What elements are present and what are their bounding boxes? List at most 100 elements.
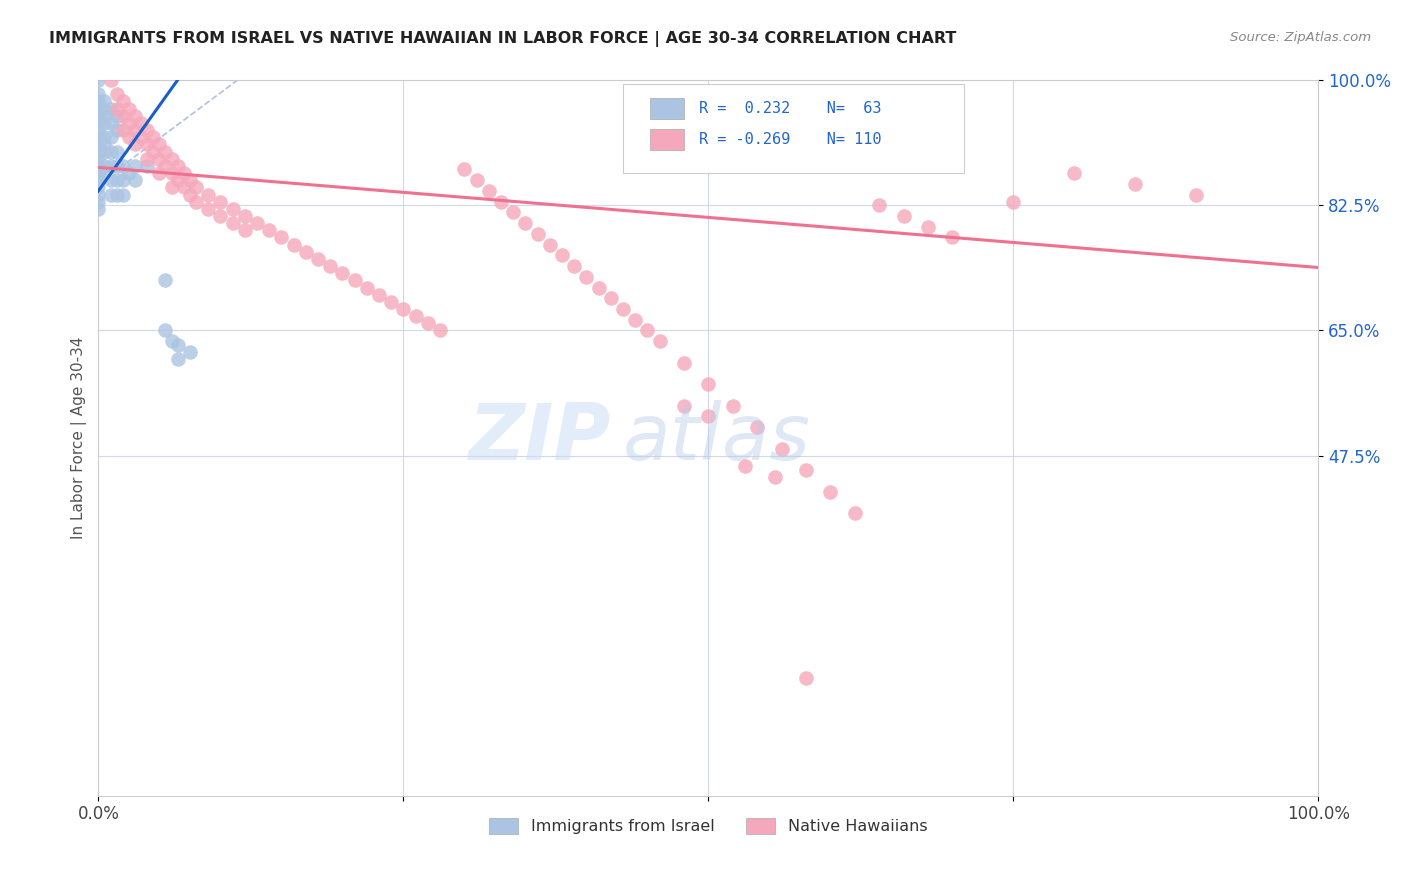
Point (599, 291, 621, 305)
Point (917, 219, 939, 234)
Point (129, 130, 152, 145)
Point (1123, 177, 1146, 191)
Point (765, 470, 787, 484)
Point (844, 506, 866, 520)
Point (111, 173, 134, 187)
Point (166, 352, 188, 367)
Point (155, 324, 177, 338)
Point (478, 184, 501, 198)
Point (87, 166, 110, 180)
Point (515, 216, 537, 230)
Point (330, 266, 353, 280)
Point (319, 259, 342, 273)
Point (87, 173, 110, 187)
Point (87, 130, 110, 145)
Point (93, 159, 115, 173)
Point (636, 324, 658, 338)
Point (179, 173, 201, 187)
Point (1063, 166, 1085, 180)
Point (129, 116, 152, 130)
Point (87, 180, 110, 194)
Point (87, 159, 110, 173)
Point (87, 145, 110, 159)
Point (233, 223, 256, 237)
Text: IMMIGRANTS FROM ISRAEL VS NATIVE HAWAIIAN IN LABOR FORCE | AGE 30-34 CORRELATION: IMMIGRANTS FROM ISRAEL VS NATIVE HAWAIIA… (49, 31, 956, 47)
Point (697, 377, 720, 392)
Point (87, 152, 110, 166)
Point (429, 324, 451, 338)
Point (87, 116, 110, 130)
Point (148, 152, 170, 166)
Point (124, 137, 146, 152)
Point (672, 399, 695, 413)
Point (100, 73, 122, 87)
Point (100, 102, 122, 116)
Text: ZIP: ZIP (468, 400, 610, 475)
Point (893, 209, 915, 223)
Point (538, 237, 561, 252)
Point (405, 309, 427, 323)
Point (136, 137, 159, 152)
Point (416, 316, 439, 330)
Point (794, 463, 817, 477)
Point (111, 159, 134, 173)
Point (87, 137, 110, 152)
Point (551, 248, 574, 262)
Point (173, 180, 195, 194)
Point (111, 95, 134, 109)
Point (93, 137, 115, 152)
Point (142, 145, 165, 159)
Y-axis label: In Labor Force | Age 30-34: In Labor Force | Age 30-34 (72, 336, 87, 539)
Text: Source: ZipAtlas.com: Source: ZipAtlas.com (1230, 31, 1371, 45)
Point (87, 123, 110, 137)
Point (105, 109, 128, 123)
Point (155, 159, 177, 173)
Point (136, 152, 159, 166)
Point (93, 145, 115, 159)
Point (93, 130, 115, 145)
Text: R = -0.269    N= 110: R = -0.269 N= 110 (699, 132, 882, 147)
Point (343, 273, 366, 287)
Point (93, 102, 115, 116)
Point (502, 205, 524, 219)
Point (197, 187, 219, 202)
Point (100, 159, 122, 173)
Point (1002, 194, 1025, 209)
Point (87, 187, 110, 202)
Point (124, 159, 146, 173)
Point (380, 294, 402, 309)
Point (100, 187, 122, 202)
Point (148, 137, 170, 152)
Point (111, 109, 134, 123)
Point (941, 230, 963, 244)
Point (257, 223, 280, 237)
Point (105, 123, 128, 137)
Point (197, 202, 219, 216)
Point (307, 252, 329, 266)
Point (142, 130, 165, 145)
Point (283, 237, 305, 252)
Point (118, 116, 141, 130)
Point (179, 187, 201, 202)
Point (87, 87, 110, 102)
Point (612, 301, 634, 316)
Point (745, 420, 768, 434)
Point (160, 152, 183, 166)
Point (87, 109, 110, 123)
Point (111, 187, 134, 202)
Point (136, 159, 159, 173)
Bar (650, 128, 683, 150)
Point (124, 109, 146, 123)
Point (820, 484, 842, 499)
Point (489, 194, 512, 209)
FancyBboxPatch shape (623, 84, 965, 173)
Point (100, 145, 122, 159)
Point (160, 166, 183, 180)
Point (166, 338, 188, 352)
Point (294, 244, 316, 259)
Point (575, 269, 598, 284)
Point (184, 180, 207, 194)
Point (356, 280, 378, 294)
Point (624, 312, 647, 326)
Point (155, 145, 177, 159)
